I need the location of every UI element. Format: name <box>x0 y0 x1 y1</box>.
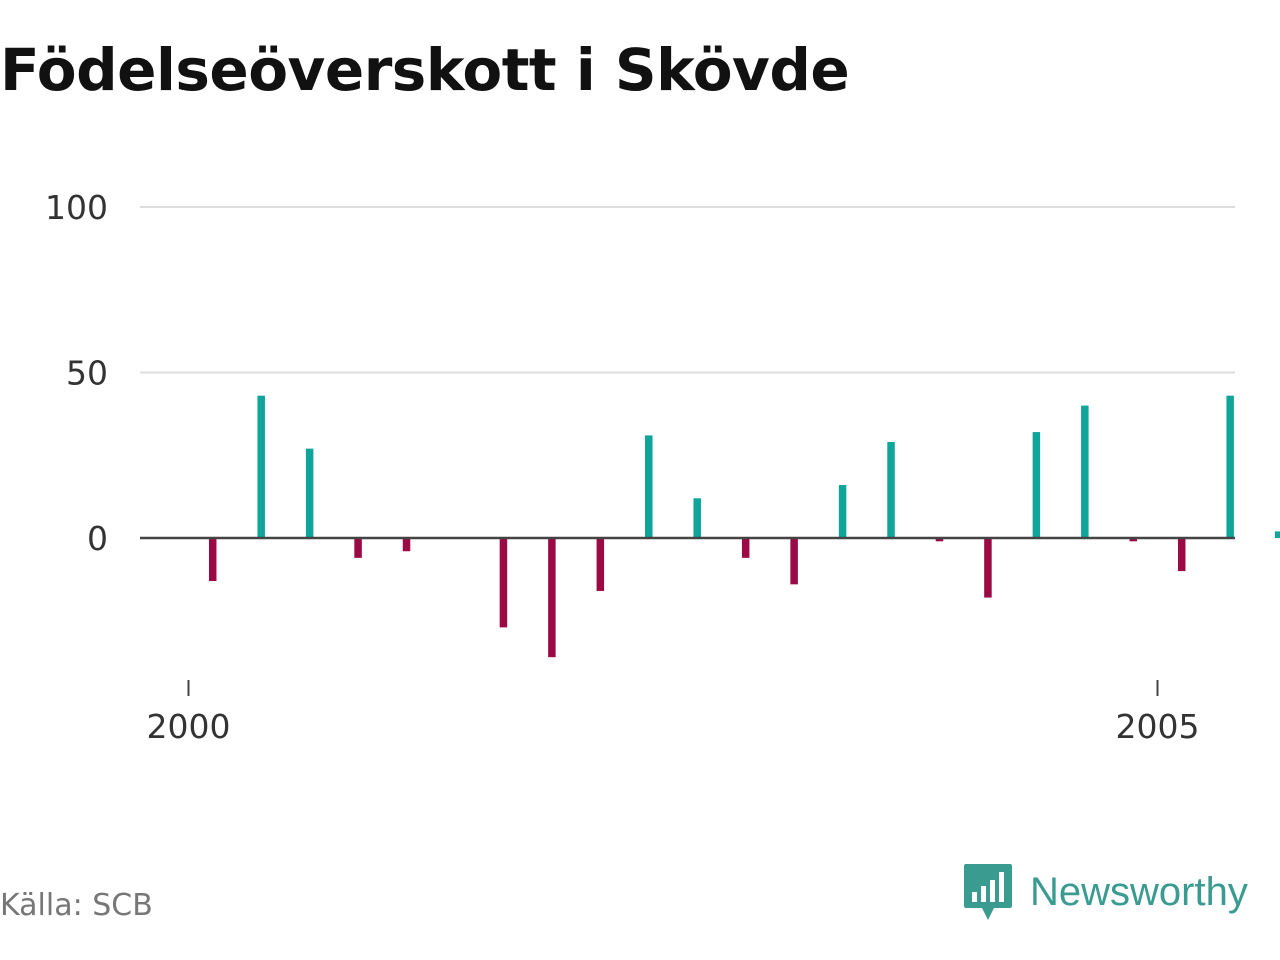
brand-name: Newsworthy <box>1030 869 1248 914</box>
bar <box>499 538 508 628</box>
y-tick-label: 100 <box>45 188 108 227</box>
bars <box>208 395 1280 658</box>
bar <box>548 538 556 658</box>
gridlines <box>140 206 1235 374</box>
bar <box>354 538 362 558</box>
bar <box>1226 395 1234 538</box>
bar <box>645 435 653 538</box>
y-tick-label: 50 <box>66 354 108 393</box>
bar <box>1177 538 1186 572</box>
x-tick-label: 2000 <box>147 707 231 746</box>
bar <box>790 538 798 585</box>
bar <box>984 538 992 598</box>
bar <box>596 538 605 591</box>
brand-logo[interactable]: Newsworthy <box>962 862 1248 922</box>
newsworthy-logo-icon <box>964 864 1012 920</box>
bar <box>305 448 314 538</box>
bar <box>838 485 847 538</box>
y-tick-label: 0 <box>87 519 108 558</box>
bar <box>402 538 411 552</box>
bar <box>693 498 701 538</box>
chart-title: Födelseöverskott i Skövde <box>0 36 850 104</box>
bar <box>1081 405 1089 538</box>
bar <box>741 538 750 558</box>
x-axis-ticks: 200020052010201520202025 <box>147 680 1200 746</box>
bar <box>257 395 265 538</box>
bar <box>208 538 217 582</box>
bar <box>887 442 895 538</box>
x-tick-label: 2005 <box>1116 707 1200 746</box>
bar <box>1274 531 1280 538</box>
source-note: Källa: SCB <box>0 888 153 923</box>
bar <box>1032 432 1041 538</box>
bar <box>935 538 944 542</box>
bar <box>1129 538 1138 542</box>
y-axis-ticks: 0 50 100 <box>45 188 108 558</box>
